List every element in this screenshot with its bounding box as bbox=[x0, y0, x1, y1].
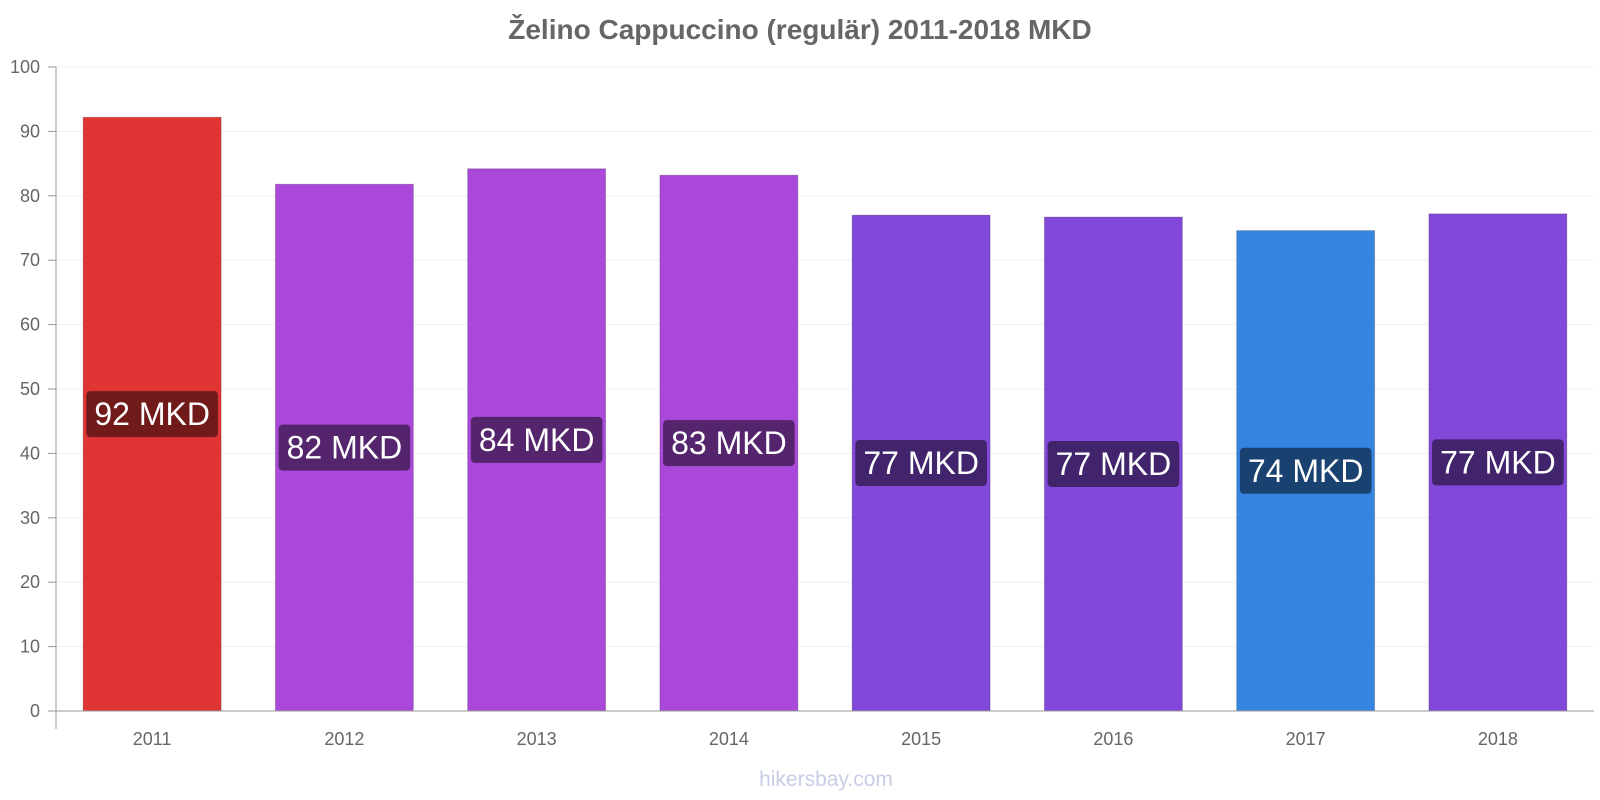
data-label-bg-2018 bbox=[1432, 439, 1564, 486]
data-label-2018: 77 MKD bbox=[1440, 444, 1556, 480]
data-label-bg-2012 bbox=[278, 424, 411, 471]
y-tick-label-50: 50 bbox=[20, 379, 40, 399]
data-label-layer: 92 MKD 82 MKD 84 MKD 83 MKD 77 MKD 77 MKD 74 M… bbox=[86, 391, 1564, 494]
bar-layer bbox=[82, 116, 1568, 712]
y-tick-label-90: 90 bbox=[20, 121, 40, 141]
x-tick-label-2017: 2017 bbox=[1286, 729, 1326, 749]
x-tick-label-2012: 2012 bbox=[324, 729, 364, 749]
watermark: hikersbay.com bbox=[759, 768, 893, 791]
x-tick-label-2018: 2018 bbox=[1478, 729, 1518, 749]
data-label-bg-2017 bbox=[1239, 447, 1372, 494]
data-label-bg-2014 bbox=[663, 420, 795, 467]
y-tick-label-80: 80 bbox=[20, 186, 40, 206]
data-label-2012: 82 MKD bbox=[287, 430, 403, 466]
data-label-2013: 84 MKD bbox=[479, 422, 595, 458]
y-tick-label-10: 10 bbox=[20, 637, 40, 657]
y-tick-label-30: 30 bbox=[20, 508, 40, 528]
chart-title: Želino Cappuccino (regulär) 2011-2018 MK… bbox=[508, 14, 1092, 45]
y-tick-label-100: 100 bbox=[10, 57, 40, 77]
data-label-bg-2015 bbox=[855, 440, 987, 487]
data-label-bg-2016 bbox=[1047, 441, 1180, 488]
data-label-2016: 77 MKD bbox=[1056, 446, 1172, 482]
data-label-2014: 83 MKD bbox=[671, 425, 787, 461]
data-label-bg-2011 bbox=[86, 391, 218, 438]
y-tick-label-60: 60 bbox=[20, 315, 40, 335]
x-tick-label-2013: 2013 bbox=[517, 729, 557, 749]
x-tick-label-2016: 2016 bbox=[1093, 729, 1133, 749]
data-label-2017: 74 MKD bbox=[1248, 453, 1364, 489]
y-tick-label-70: 70 bbox=[20, 250, 40, 270]
y-tick-label-40: 40 bbox=[20, 443, 40, 463]
data-label-2011: 92 MKD bbox=[94, 396, 210, 432]
y-tick-label-0: 0 bbox=[30, 701, 40, 721]
x-tick-label-2011: 2011 bbox=[133, 729, 172, 749]
data-label-2015: 77 MKD bbox=[863, 445, 979, 481]
axis-layer: 0 10 20 30 40 50 60 70 80 90 100 2011 2012 2013 2014 20… bbox=[10, 57, 1594, 749]
x-tick-label-2015: 2015 bbox=[901, 729, 941, 749]
data-label-bg-2013 bbox=[470, 416, 603, 463]
x-tick-label-2014: 2014 bbox=[709, 729, 749, 749]
y-tick-label-20: 20 bbox=[20, 572, 40, 592]
